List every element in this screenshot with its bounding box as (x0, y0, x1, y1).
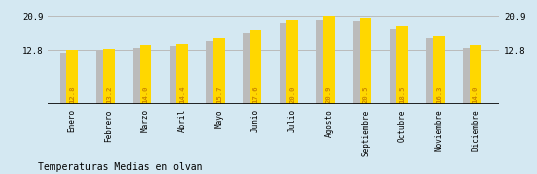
Text: 20.0: 20.0 (289, 86, 295, 103)
Bar (60, 53, 71, 104)
Text: 18.5: 18.5 (399, 86, 405, 103)
Bar (96, 51, 108, 104)
Bar (463, 48, 475, 104)
Text: 20.5: 20.5 (362, 86, 368, 103)
Text: 20.9: 20.9 (326, 86, 332, 103)
Text: Temperaturas Medias en olvan: Temperaturas Medias en olvan (38, 162, 202, 172)
Bar (103, 49, 115, 104)
Bar (170, 46, 182, 104)
Text: 15.7: 15.7 (216, 86, 222, 103)
Bar (396, 26, 408, 104)
Bar (213, 38, 224, 104)
Bar (353, 21, 365, 104)
Bar (66, 50, 78, 104)
Bar (426, 38, 438, 104)
Bar (390, 29, 402, 104)
Bar (286, 20, 298, 104)
Bar (206, 41, 218, 104)
Bar (280, 23, 292, 104)
Text: 17.6: 17.6 (252, 86, 258, 103)
Text: 13.2: 13.2 (106, 86, 112, 103)
Text: 14.0: 14.0 (473, 86, 478, 103)
Bar (133, 48, 145, 104)
Bar (360, 18, 372, 104)
Bar (470, 45, 482, 104)
Text: 12.8: 12.8 (69, 86, 75, 103)
Bar (316, 20, 328, 104)
Text: 14.0: 14.0 (142, 86, 149, 103)
Bar (433, 36, 445, 104)
Bar (243, 33, 255, 104)
Bar (250, 30, 262, 104)
Text: 16.3: 16.3 (436, 86, 442, 103)
Bar (140, 45, 151, 104)
Text: 14.4: 14.4 (179, 86, 185, 103)
Bar (323, 16, 335, 104)
Bar (176, 44, 188, 104)
